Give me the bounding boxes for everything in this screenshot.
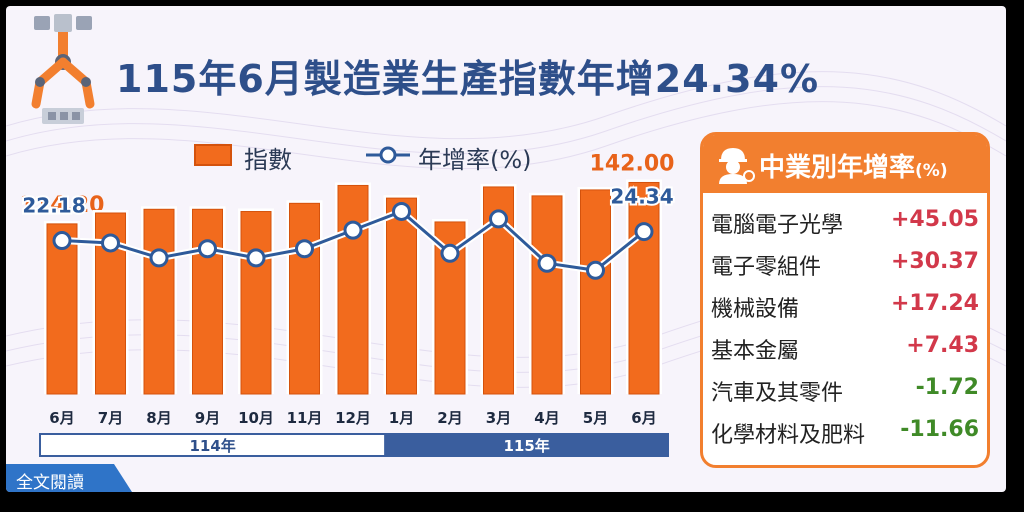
page-title: 115年6月製造業生產指數年增24.34%: [116, 57, 820, 101]
engineer-icon: [719, 148, 755, 184]
bar: [192, 208, 223, 395]
bar: [240, 211, 272, 395]
yoy-point: [198, 239, 217, 259]
x-tick-label: 4月: [534, 409, 559, 427]
read-more-label: 全文閱讀: [16, 473, 84, 492]
x-tick-label: 3月: [486, 409, 511, 427]
yoy-point: [101, 233, 120, 253]
yoy-point: [343, 220, 363, 240]
x-tick-label: 1月: [389, 409, 414, 427]
bar-data-label: 142.00: [590, 151, 675, 176]
industry-row: 電腦電子光學 +45.05: [711, 201, 983, 241]
infographic-card: 115年6月製造業生產指數年增24.34% 指數 年增率(%) 6月 114.20…: [6, 6, 1006, 492]
industry-panel: 中業別年增率(%) 電腦電子光學 +45.05 電子零組件 +30.37 機械設備 +17…: [700, 132, 990, 468]
bar: [143, 208, 175, 395]
industry-row: 汽車及其零件 -1.72: [711, 369, 983, 409]
industry-value: +45.05: [890, 207, 979, 232]
yoy-data-label: 24.34: [610, 185, 673, 209]
industry-name: 機械設備: [711, 297, 800, 322]
legend-index-label: 指數: [244, 146, 292, 174]
yoy-point: [52, 231, 72, 251]
bar: [289, 202, 320, 395]
yoy-point: [537, 253, 557, 273]
industry-value: +30.37: [890, 249, 979, 274]
bar: [628, 181, 660, 395]
x-tick-label: 6月: [49, 409, 74, 427]
bar-data-label: 114.20: [20, 193, 105, 218]
read-more-button[interactable]: 全文閱讀: [6, 464, 132, 492]
yoy-point: [489, 209, 508, 229]
yoy-data-label: 22.18: [22, 194, 85, 218]
legend-yoy-label: 年增率(%): [418, 146, 532, 174]
chart-svg: 6月 114.20 7月 8月 9月 10月 11月 12月 1月 2月 3月 4月 5月 6月 142.0…: [20, 151, 676, 457]
industry-value: -11.66: [900, 417, 979, 442]
yoy-point: [149, 248, 169, 268]
year-group-label: 115年: [503, 437, 549, 455]
industry-value: +7.43: [906, 333, 979, 358]
industry-value: +17.24: [890, 291, 979, 316]
x-tick-label: 5月: [583, 409, 608, 427]
bar: [531, 195, 563, 395]
x-tick-label: 9月: [195, 409, 220, 427]
industry-name: 汽車及其零件: [711, 381, 844, 406]
industry-row: 基本金屬 +7.43: [711, 327, 983, 367]
x-tick-label: 7月: [98, 409, 123, 427]
industry-panel-header: 中業別年增率(%): [703, 135, 987, 193]
yoy-point: [440, 243, 460, 263]
industry-title-text: 中業別年增率: [759, 153, 916, 183]
yoy-point: [246, 248, 266, 268]
bar: [46, 223, 78, 395]
industry-title-unit: (%): [915, 161, 948, 181]
legend-line-swatch: [366, 146, 410, 164]
x-tick-label: 10月: [238, 409, 274, 427]
bar: [386, 197, 417, 395]
industry-name: 電腦電子光學: [711, 213, 844, 238]
industry-name: 電子零組件: [711, 255, 822, 280]
industry-name: 基本金屬: [711, 339, 800, 364]
industry-row: 電子零組件 +30.37: [711, 243, 983, 283]
yoy-point: [392, 201, 411, 221]
industry-name: 化學材料及肥料: [711, 423, 866, 448]
x-tick-label: 2月: [437, 409, 462, 427]
yoy-point: [295, 239, 314, 259]
industry-row: 化學材料及肥料 -11.66: [711, 411, 983, 451]
yoy-point: [634, 222, 654, 242]
year-group-label: 114年: [189, 437, 235, 455]
bar: [337, 184, 369, 395]
x-tick-label: 8月: [146, 409, 171, 427]
read-more-tab-shape: [6, 464, 132, 492]
robot-arm-icon: [31, 14, 95, 124]
industry-panel-title: 中業別年增率(%): [759, 147, 948, 184]
industry-value: -1.72: [915, 375, 979, 400]
bar: [580, 189, 611, 395]
legend-bar-swatch: [194, 144, 232, 166]
year-group-box: [384, 433, 669, 457]
x-tick-label: 11月: [287, 409, 323, 427]
industry-row: 機械設備 +17.24: [711, 285, 983, 325]
yoy-point: [586, 260, 605, 280]
x-tick-label: 12月: [335, 409, 371, 427]
x-tick-label: 6月: [631, 409, 656, 427]
